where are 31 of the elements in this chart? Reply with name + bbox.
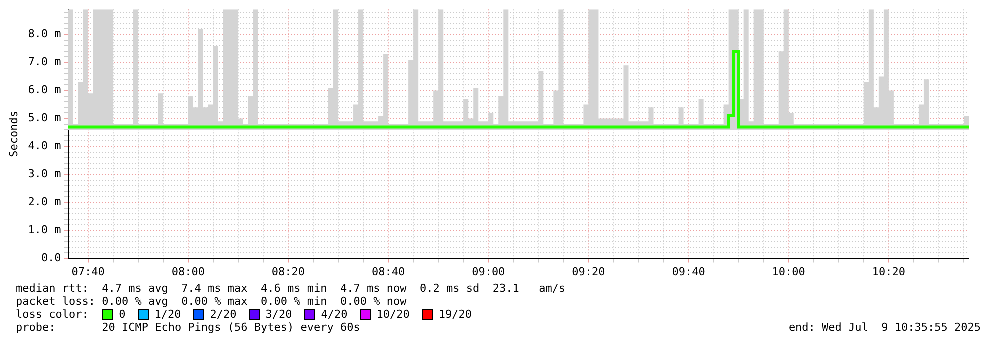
x-tick-label: 08:40 — [372, 265, 406, 278]
y-axis-title: Seconds — [7, 111, 20, 158]
y-tick-label: 8.0 m — [28, 28, 62, 41]
x-tick-label: 10:00 — [772, 265, 806, 278]
legend-label: 10/20 — [376, 308, 410, 321]
y-tick-label: 5.0 m — [28, 112, 62, 125]
legend-label: 0 — [119, 308, 126, 321]
y-tick-label: 3.0 m — [28, 168, 62, 181]
x-tick-label: 08:20 — [272, 265, 306, 278]
text: probe: 20 ICMP Echo Pings (56 Bytes) every 60s — [16, 321, 360, 334]
legend-label: 1/20 — [154, 308, 182, 321]
y-tick-label: 6.0 m — [28, 84, 62, 97]
y-tick-label: 4.0 m — [28, 140, 62, 153]
text: packet loss: 0.00 % avg 0.00 % max 0.00 % min 0.00 % now — [16, 295, 408, 308]
text: median rtt: 4.7 ms avg 7.4 ms max 4.6 ms min 4.7 ms now 0.2 ms sd 23.1 am/s — [16, 282, 567, 295]
y-tick-label: 2.0 m — [28, 196, 62, 209]
x-tick-label: 09:20 — [572, 265, 606, 278]
x-tick-label: 10:20 — [872, 265, 906, 278]
legend-label: 19/20 — [438, 308, 472, 321]
x-tick-label: 07:40 — [72, 265, 105, 278]
text: end: Wed Jul 9 10:35:55 2025 — [788, 321, 981, 334]
y-tick-label: 1.0 m — [28, 224, 62, 237]
y-tick-label: 0.0 — [41, 252, 62, 265]
legend-label: 2/20 — [210, 308, 237, 321]
legend-label: 3/20 — [266, 308, 292, 321]
x-tick-label: 09:40 — [672, 265, 706, 278]
x-tick-label: 09:00 — [472, 265, 506, 278]
y-tick-label: 7.0 m — [28, 56, 62, 69]
legend-label: 4/20 — [321, 308, 348, 321]
legend-title: loss color: — [16, 308, 90, 321]
x-tick-label: 08:00 — [172, 265, 205, 278]
